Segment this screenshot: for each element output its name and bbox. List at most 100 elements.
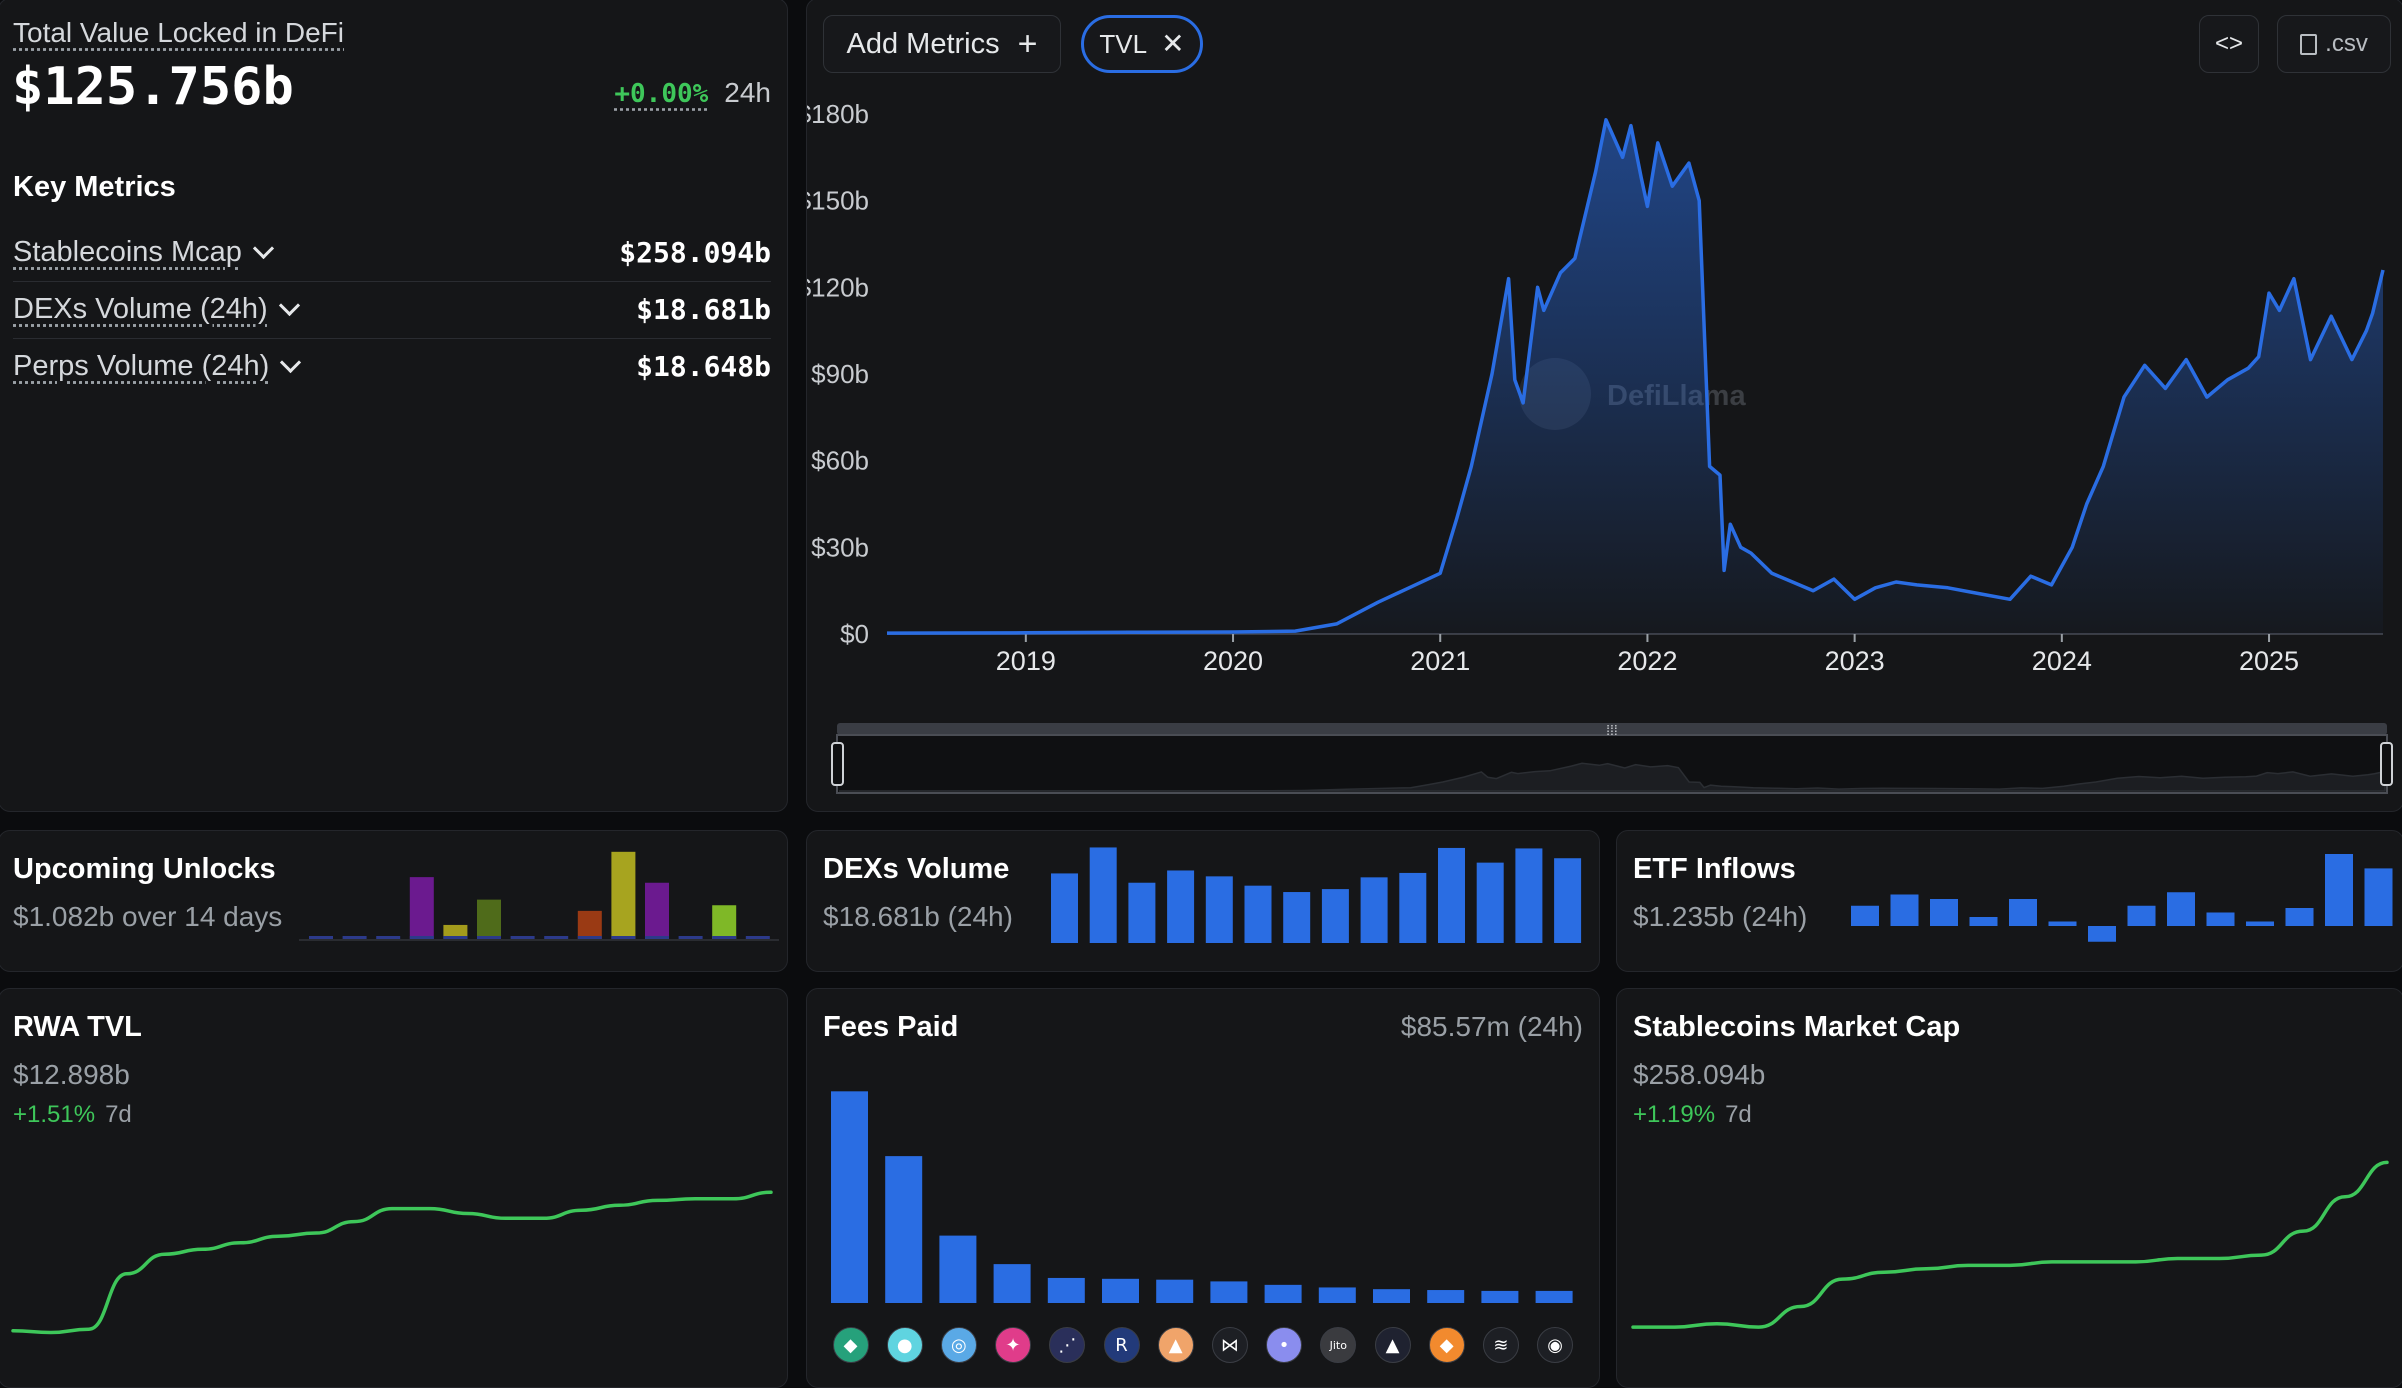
dex-volume-bar[interactable] bbox=[1515, 848, 1543, 943]
add-metrics-button[interactable]: Add Metrics + bbox=[823, 15, 1061, 73]
etf-inflow-bar[interactable] bbox=[2246, 921, 2274, 927]
etf-inflow-bar[interactable] bbox=[1890, 894, 1919, 927]
etf-inflow-bar[interactable] bbox=[2364, 868, 2393, 926]
etf-inflows-card[interactable]: ETF Inflows $1.235b (24h) bbox=[1616, 830, 2402, 972]
fees-bar[interactable] bbox=[1102, 1278, 1139, 1303]
stablecoins-line-chart[interactable] bbox=[1617, 1119, 2402, 1379]
tvl-title[interactable]: Total Value Locked in DeFi bbox=[13, 17, 344, 48]
unlock-bar-base bbox=[678, 936, 703, 939]
metamask-icon[interactable]: ◆ bbox=[1428, 1327, 1465, 1363]
dex-volume-bar[interactable] bbox=[1438, 847, 1465, 943]
dex-volume-bar[interactable] bbox=[1205, 876, 1233, 943]
stablecoins-mcap-card[interactable]: Stablecoins Market Cap $258.094b +1.19% … bbox=[1616, 988, 2402, 1388]
dex-volume-bar[interactable] bbox=[1128, 882, 1156, 943]
unlock-bar-base bbox=[477, 936, 501, 939]
rwa-tvl-card[interactable]: RWA TVL $12.898b +1.51% 7d bbox=[0, 988, 788, 1388]
metric-row-dexs-volume[interactable]: DEXs Volume (24h) $18.681b bbox=[13, 281, 771, 339]
rwa-change-period: 7d bbox=[105, 1101, 132, 1128]
upcoming-unlocks-card[interactable]: Upcoming Unlocks $1.082b over 14 days bbox=[0, 830, 788, 972]
lido-icon[interactable]: ▲ bbox=[1157, 1327, 1194, 1363]
close-icon[interactable]: ✕ bbox=[1161, 28, 1185, 59]
fees-bar[interactable] bbox=[1264, 1284, 1302, 1303]
dex-volume-bar[interactable] bbox=[1283, 892, 1311, 943]
y-tick-label: $150b bbox=[807, 186, 869, 216]
unlock-bar[interactable] bbox=[577, 910, 602, 939]
dexs-volume-bar-chart[interactable] bbox=[1039, 843, 1589, 953]
sky-icon[interactable]: ≋ bbox=[1482, 1327, 1519, 1363]
range-slider[interactable]: ⁞⁞⁞ bbox=[831, 722, 2393, 794]
unlocks-bar-chart[interactable] bbox=[299, 843, 779, 953]
fees-bar[interactable] bbox=[1156, 1279, 1194, 1303]
range-slider-grip-icon[interactable]: ⁞⁞⁞ bbox=[1606, 722, 1618, 738]
rwa-line-chart[interactable] bbox=[0, 1119, 788, 1379]
fees-bar-chart[interactable] bbox=[807, 1049, 1600, 1369]
dex-volume-bar[interactable] bbox=[1476, 862, 1504, 943]
fees-bar[interactable] bbox=[1047, 1277, 1085, 1303]
etf-inflows-bar-chart[interactable] bbox=[1837, 839, 2397, 959]
fees-paid-card[interactable]: Fees Paid $85.57m (24h) ◆ ● ◎ ✦ ⋰ R ▲ ⋈ • Jito ▲ ◆ ≋… bbox=[806, 988, 1600, 1388]
embed-button[interactable]: <> bbox=[2199, 15, 2259, 73]
fees-bar[interactable] bbox=[1373, 1289, 1410, 1303]
dex-volume-bar[interactable] bbox=[1089, 847, 1117, 943]
etf-inflow-bar[interactable] bbox=[1969, 917, 1998, 926]
fees-bar[interactable] bbox=[1318, 1287, 1356, 1303]
range-slider-right-handle[interactable] bbox=[2380, 742, 2393, 786]
unlock-bar[interactable] bbox=[645, 882, 669, 939]
fees-bar[interactable] bbox=[1481, 1290, 1519, 1303]
pumpfun-icon[interactable]: ⋰ bbox=[1049, 1327, 1086, 1363]
etf-inflow-bar[interactable] bbox=[2167, 892, 2195, 926]
etf-inflow-bar[interactable] bbox=[2325, 854, 2353, 926]
etf-inflow-bar[interactable] bbox=[2206, 912, 2235, 927]
fees-bar[interactable] bbox=[1535, 1290, 1573, 1303]
metric-row-perps-volume[interactable]: Perps Volume (24h) $18.648b bbox=[13, 338, 771, 395]
fees-bar[interactable] bbox=[885, 1156, 923, 1303]
rwa-change: +1.51% 7d bbox=[13, 1101, 132, 1129]
unlock-bar[interactable] bbox=[611, 851, 636, 939]
metric-value: $18.648b bbox=[636, 350, 771, 383]
dex-volume-bar[interactable] bbox=[1360, 877, 1388, 943]
fees-bar[interactable] bbox=[993, 1264, 1031, 1303]
bot-icon[interactable]: ◉ bbox=[1537, 1327, 1574, 1363]
dex-volume-bar[interactable] bbox=[1167, 870, 1195, 943]
etf-inflow-bar[interactable] bbox=[1851, 905, 1879, 926]
pancakeswap-icon[interactable]: ● bbox=[886, 1327, 923, 1363]
unlock-bar-base bbox=[544, 936, 569, 939]
etf-inflow-bar[interactable] bbox=[2127, 905, 2156, 926]
fees-bar[interactable] bbox=[831, 1091, 868, 1303]
tether-icon[interactable]: ◆ bbox=[832, 1327, 869, 1363]
raydium-icon[interactable]: R bbox=[1103, 1327, 1140, 1363]
axiom-icon[interactable]: • bbox=[1266, 1327, 1303, 1363]
range-slider-track[interactable] bbox=[837, 723, 2387, 735]
unlock-bar[interactable] bbox=[443, 924, 468, 939]
csv-download-button[interactable]: .csv bbox=[2277, 15, 2391, 73]
dex-volume-bar[interactable] bbox=[1321, 889, 1349, 943]
tvl-chip[interactable]: TVL ✕ bbox=[1081, 15, 1203, 73]
etf-inflow-bar[interactable] bbox=[1930, 899, 1958, 926]
dexs-volume-card[interactable]: DEXs Volume $18.681b (24h) bbox=[806, 830, 1600, 972]
dex-volume-bar[interactable] bbox=[1051, 873, 1078, 943]
fees-bar[interactable] bbox=[1210, 1281, 1248, 1303]
etf-inflow-bar[interactable] bbox=[2285, 908, 2314, 926]
fees-bar[interactable] bbox=[939, 1235, 977, 1303]
unlock-bar[interactable] bbox=[712, 905, 737, 939]
tvl-area-chart[interactable]: $180b $150b $120b $90b $60b $30b $0 2019 2020 20… bbox=[807, 0, 2402, 812]
etf-inflow-bar[interactable] bbox=[2048, 921, 2077, 927]
metric-row-stablecoins[interactable]: Stablecoins Mcap $258.094b bbox=[13, 224, 771, 282]
fees-bar[interactable] bbox=[1427, 1290, 1465, 1303]
etf-inflow-bar[interactable] bbox=[2009, 899, 2037, 926]
fees-protocol-icons: ◆ ● ◎ ✦ ⋰ R ▲ ⋈ • Jito ▲ ◆ ≋ ◉ bbox=[807, 1325, 1599, 1365]
circle-icon[interactable]: ◎ bbox=[940, 1327, 977, 1363]
unlock-bar[interactable] bbox=[477, 899, 501, 939]
meteora-icon[interactable]: ⋈ bbox=[1211, 1327, 1248, 1363]
aave-icon[interactable]: ▲ bbox=[1374, 1327, 1411, 1363]
dex-volume-bar[interactable] bbox=[1399, 872, 1427, 943]
dex-volume-bar[interactable] bbox=[1554, 858, 1582, 943]
dex-volume-bar[interactable] bbox=[1244, 885, 1272, 943]
hyperliquid-icon[interactable]: ✦ bbox=[995, 1327, 1032, 1363]
jito-icon[interactable]: Jito bbox=[1320, 1327, 1357, 1363]
range-slider-left-handle[interactable] bbox=[831, 742, 844, 786]
unlocks-title: Upcoming Unlocks bbox=[13, 853, 276, 885]
unlock-bar[interactable] bbox=[409, 877, 434, 939]
unlocks-subtitle: $1.082b over 14 days bbox=[13, 901, 283, 932]
etf-inflow-bar[interactable] bbox=[2088, 926, 2116, 942]
